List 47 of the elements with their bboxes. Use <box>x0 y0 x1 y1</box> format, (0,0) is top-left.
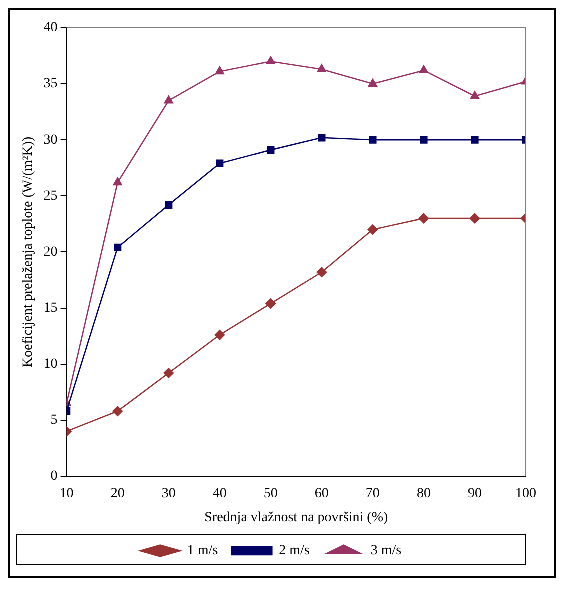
y-tick-label: 20 <box>44 244 58 260</box>
point <box>112 406 123 417</box>
x-tick-label: 20 <box>110 486 125 502</box>
x-tick-label: 40 <box>212 486 227 502</box>
point <box>215 66 224 75</box>
point <box>318 134 326 142</box>
point <box>418 213 430 224</box>
legend-label: 3 m/s <box>370 544 402 559</box>
legend-label: 2 m/s <box>279 544 310 559</box>
point <box>164 96 174 104</box>
x-tick-label: 60 <box>314 486 329 502</box>
y-axis-title: Koeficijent prelaženja toplote (W/(m²K)) <box>21 136 36 368</box>
x-tick-label: 30 <box>162 486 176 502</box>
point <box>164 368 174 378</box>
point <box>267 146 275 154</box>
point <box>165 201 173 209</box>
point <box>114 244 122 252</box>
x-tick-label: 70 <box>366 486 380 502</box>
x-tick-label: 100 <box>516 486 536 502</box>
y-tick-label: 25 <box>44 188 58 204</box>
y-tick-label: 0 <box>50 469 58 484</box>
point <box>470 213 480 224</box>
point <box>113 178 122 186</box>
y-tick-label: 35 <box>44 76 58 92</box>
point <box>214 330 226 340</box>
y-tick-label: 10 <box>44 356 58 372</box>
point <box>216 160 224 168</box>
point <box>420 136 428 144</box>
point <box>471 136 479 144</box>
point <box>266 56 276 65</box>
y-tick-label: 40 <box>44 20 58 36</box>
point <box>369 136 377 144</box>
point <box>316 267 328 278</box>
x-axis-title: Srednja vlažnost na površini (%) <box>204 510 388 526</box>
point <box>266 298 276 309</box>
y-tick-label: 15 <box>44 300 58 316</box>
x-tick-label: 80 <box>416 486 431 502</box>
y-tick-label: 5 <box>50 413 58 428</box>
y-tick-label: 30 <box>44 132 58 148</box>
x-tick-label: 90 <box>468 486 482 502</box>
point <box>368 78 378 87</box>
point <box>470 91 480 100</box>
legend-label: 1 m/s <box>187 544 218 559</box>
point <box>368 224 378 235</box>
point <box>317 64 326 72</box>
point <box>419 65 429 74</box>
x-tick-label: 50 <box>264 486 278 502</box>
